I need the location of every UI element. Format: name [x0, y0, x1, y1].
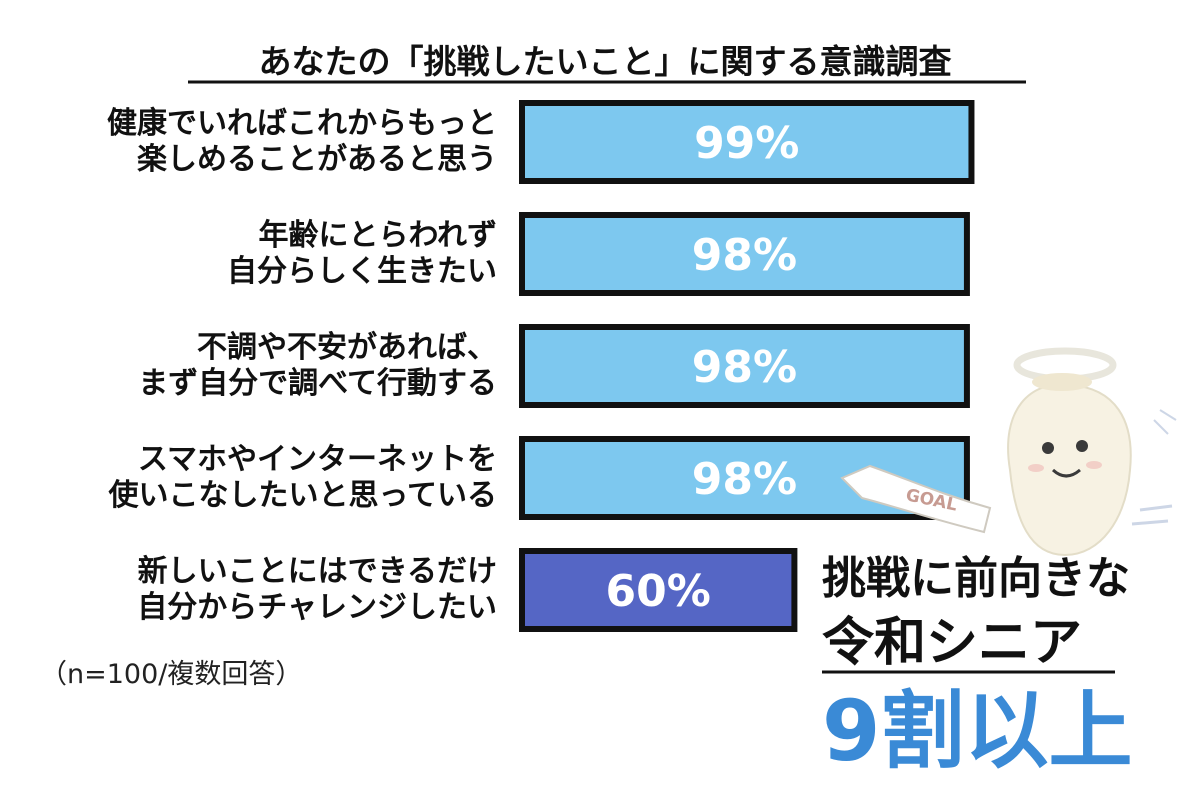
bar	[519, 324, 970, 408]
bars: 99%健康でいればこれからもっと楽しめることがあると思う98%年齢にとらわれず自…	[107, 100, 975, 632]
category-label: 年齢にとらわれず	[259, 218, 498, 253]
category-label: 健康でいればこれからもっと	[107, 106, 497, 141]
goal-banner: GOAL	[840, 464, 992, 534]
chart-title: あなたの「挑戦したいこと」に関する意識調査	[259, 42, 952, 81]
bar	[519, 548, 798, 632]
bar-value-label: 98%	[692, 454, 797, 505]
bar	[519, 100, 975, 184]
category-label: 新しいことにはできるだけ	[138, 554, 497, 589]
category-label: まず自分で調べて行動する	[138, 366, 497, 401]
angel-mascot-icon	[1007, 347, 1177, 557]
bar-value-label: 98%	[692, 230, 797, 281]
category-label: 不調や不安があれば、	[197, 330, 497, 365]
callout-line3: 9割以上	[822, 682, 1132, 780]
category-label: 自分らしく生きたい	[227, 254, 497, 289]
bar	[519, 212, 970, 296]
callout-line2: 令和シニア	[822, 613, 1082, 673]
category-label: 使いこなしたいと思っている	[108, 478, 498, 513]
sample-note: （n=100/複数回答）	[40, 659, 302, 690]
category-label: スマホやインターネットを	[138, 442, 497, 477]
bar-value-label: 98%	[692, 342, 797, 393]
bar-value-label: 99%	[694, 118, 799, 169]
category-label: 楽しめることがあると思う	[137, 142, 497, 177]
callout-line1: 挑戦に前向きな	[822, 553, 1130, 604]
bar-value-label: 60%	[606, 566, 711, 617]
category-label: 自分からチャレンジしたい	[137, 590, 497, 625]
